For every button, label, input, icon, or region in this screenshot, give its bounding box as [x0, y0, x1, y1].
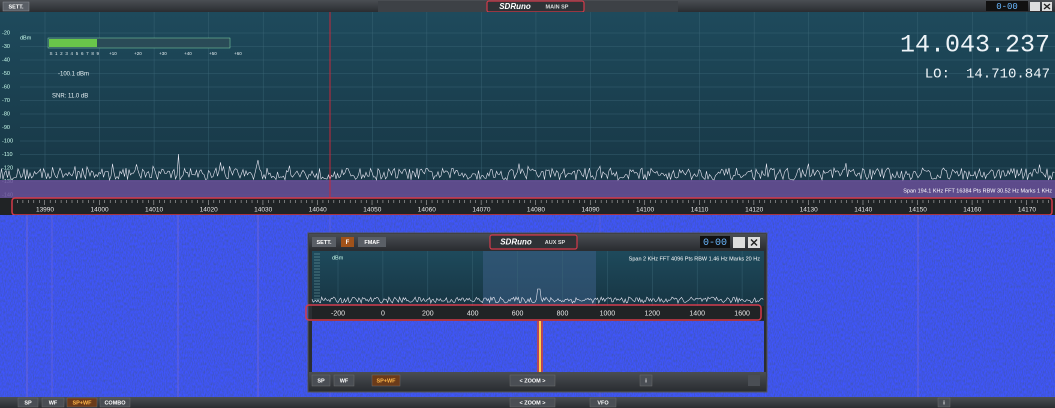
button-label: < ZOOM >	[520, 400, 546, 406]
s-meter-label: +40	[184, 51, 192, 56]
sdruno-window: SETT. SDRuno MAIN SP 0-00 -20 -30 -40 -50 -6…	[0, 0, 1055, 408]
s-meter-label: +20	[134, 51, 142, 56]
aux-frequency-label: 0	[381, 310, 385, 317]
frequency-label: 14130	[800, 207, 818, 214]
aux-unit: dBm	[332, 255, 344, 261]
minimize-button[interactable]	[1030, 2, 1040, 11]
button-label: SP	[24, 400, 32, 406]
frequency-label: 14120	[745, 207, 763, 214]
aux-frequency-label: 200	[422, 310, 434, 317]
s-meter-label: +30	[159, 51, 167, 56]
aux-frequency-label: 800	[557, 310, 569, 317]
snr: SNR: 11.0 dB	[52, 94, 88, 100]
aux-frequency-label: 600	[512, 310, 524, 317]
frequency-label: 14160	[963, 207, 981, 214]
button-label: WF	[340, 378, 349, 384]
frequency-label: 14150	[909, 207, 927, 214]
level-label: -70	[2, 98, 10, 104]
frequency-label: 14020	[200, 207, 218, 214]
button-label: WF	[49, 400, 58, 406]
level-label: -80	[2, 111, 10, 117]
aux-minimize-button[interactable]	[733, 237, 745, 248]
lo-frequency: 14.710.847	[966, 67, 1050, 83]
frequency-label: 14090	[581, 207, 599, 214]
frequency-label: 14050	[363, 207, 381, 214]
button-label: VFO	[597, 400, 609, 406]
aux-brand: SDRuno	[500, 238, 532, 247]
frequency-label: 14100	[636, 207, 654, 214]
panel-name: MAIN SP	[546, 4, 569, 10]
frequency-label: 14170	[1018, 207, 1036, 214]
unit-label: dBm	[20, 35, 32, 41]
level-label: -50	[2, 71, 10, 77]
aux-frequency-label: -200	[331, 310, 345, 317]
spectrum-status: Span 194.1 KHz FFT 16384 Pts RBW 30.52 H…	[903, 188, 1052, 194]
aux-frequency-label: 1600	[734, 310, 750, 317]
aux-window: SETT. F FMAF SDRuno AUX SP 0-00 dBm Span…	[306, 233, 767, 392]
frequency-display: 14.043.237	[900, 31, 1050, 60]
button-label: SP+WF	[376, 378, 396, 384]
level-label: -90	[2, 125, 10, 131]
aux-settings-label: SETT.	[317, 240, 332, 246]
signal-level: -100.1 dBm	[58, 72, 89, 78]
button-label: < ZOOM >	[520, 378, 546, 384]
aux-frequency-label: 400	[467, 310, 479, 317]
level-label: -120	[2, 165, 13, 171]
frequency-label: 14040	[309, 207, 327, 214]
filter-label: F	[346, 240, 350, 246]
aux-panel-name: AUX SP	[545, 240, 566, 246]
button-label: SP	[317, 378, 325, 384]
spectrum-floor	[0, 180, 1055, 198]
clock: 0-00	[996, 2, 1018, 12]
frequency-label: 14140	[854, 207, 872, 214]
level-label: -40	[2, 57, 10, 63]
settings-label: SETT.	[9, 4, 24, 10]
resize-button[interactable]	[748, 375, 760, 386]
frequency-label: 14110	[691, 207, 709, 214]
frequency-label: 14080	[527, 207, 545, 214]
s-meter-label: S	[49, 51, 52, 56]
brand: SDRuno	[499, 2, 531, 11]
frequency-label: 14000	[91, 207, 109, 214]
level-label: -100	[2, 138, 13, 144]
fmaf-label: FMAF	[364, 240, 380, 246]
frequency-label: 14060	[418, 207, 436, 214]
level-label: -60	[2, 84, 10, 90]
aux-clock: 0-00	[703, 238, 727, 249]
lo-label: LO:	[925, 67, 950, 83]
button-label: SP+WF	[72, 400, 92, 406]
aux-frequency-label: 1400	[689, 310, 705, 317]
level-label: -20	[2, 30, 10, 36]
aux-frequency-label: 1200	[645, 310, 661, 317]
page: { "top_bar": {"settings": "SETT.", "bran…	[0, 0, 1055, 408]
s-meter-label: +10	[109, 51, 117, 56]
s-meter-label: +60	[234, 51, 242, 56]
s-meter-label: +50	[209, 51, 217, 56]
button-label: COMBO	[104, 400, 126, 406]
frequency-label: 14030	[254, 207, 272, 214]
frequency-label: 14010	[145, 207, 163, 214]
frequency-label: 13990	[36, 207, 54, 214]
aux-status: Span 2 KHz FFT 4096 Pts RBW 1.46 Hz Mark…	[629, 256, 761, 262]
level-label: -30	[2, 44, 10, 50]
aux-frequency-label: 1000	[600, 310, 616, 317]
level-label: -110	[2, 152, 13, 158]
aux-waterfall-signal-core	[539, 321, 541, 372]
frequency-label: 14070	[472, 207, 490, 214]
s-meter-level	[49, 39, 97, 47]
